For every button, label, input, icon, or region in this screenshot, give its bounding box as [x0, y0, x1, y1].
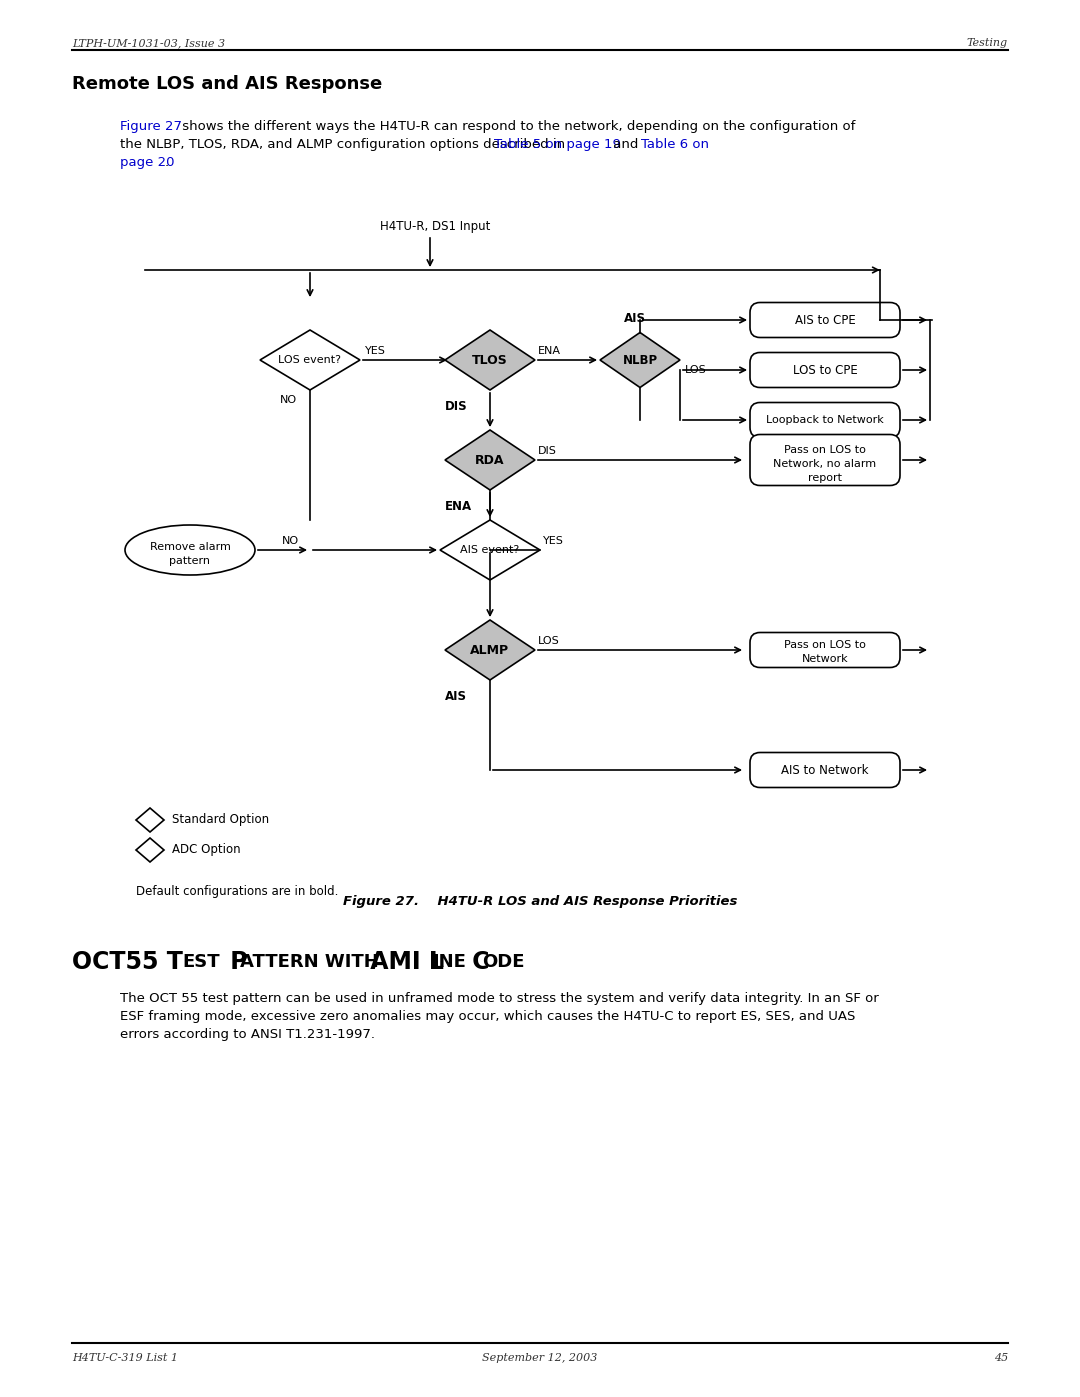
- Text: Table 5 on page 19: Table 5 on page 19: [494, 138, 621, 151]
- Text: AIS: AIS: [624, 313, 646, 326]
- Text: C: C: [464, 950, 489, 974]
- Text: Table 6 on: Table 6 on: [642, 138, 708, 151]
- Text: ADC Option: ADC Option: [172, 844, 241, 856]
- Text: OCT55 T: OCT55 T: [72, 950, 183, 974]
- Text: Remove alarm: Remove alarm: [149, 542, 230, 552]
- Text: Default configurations are in bold.: Default configurations are in bold.: [136, 886, 338, 898]
- Text: NO: NO: [280, 395, 297, 405]
- Text: NO: NO: [282, 536, 299, 546]
- Text: Pass on LOS to: Pass on LOS to: [784, 446, 866, 455]
- Polygon shape: [260, 330, 360, 390]
- Text: DIS: DIS: [445, 400, 468, 414]
- Text: the NLBP, TLOS, RDA, and ALMP configuration options described in: the NLBP, TLOS, RDA, and ALMP configurat…: [120, 138, 569, 151]
- Text: LTPH-UM-1031-03, Issue 3: LTPH-UM-1031-03, Issue 3: [72, 38, 225, 47]
- Polygon shape: [445, 330, 535, 390]
- Text: YES: YES: [365, 346, 386, 356]
- Text: ESF framing mode, excessive zero anomalies may occur, which causes the H4TU-C to: ESF framing mode, excessive zero anomali…: [120, 1010, 855, 1023]
- Text: ATTERN WITH: ATTERN WITH: [240, 953, 379, 971]
- Text: ALMP: ALMP: [471, 644, 510, 657]
- FancyBboxPatch shape: [750, 434, 900, 486]
- Text: Network, no alarm: Network, no alarm: [773, 460, 877, 469]
- Polygon shape: [136, 838, 164, 862]
- Text: H4TU-C-319 List 1: H4TU-C-319 List 1: [72, 1354, 178, 1363]
- Text: errors according to ANSI T1.231-1997.: errors according to ANSI T1.231-1997.: [120, 1028, 375, 1041]
- Text: shows the different ways the H4TU-R can respond to the network, depending on the: shows the different ways the H4TU-R can …: [178, 120, 855, 133]
- Ellipse shape: [125, 525, 255, 576]
- Text: and: and: [609, 138, 643, 151]
- Text: report: report: [808, 474, 842, 483]
- Text: AMI L: AMI L: [362, 950, 444, 974]
- Text: TLOS: TLOS: [472, 353, 508, 366]
- Text: YES: YES: [543, 536, 564, 546]
- Text: EST: EST: [183, 953, 219, 971]
- Text: H4TU-R, DS1 Input: H4TU-R, DS1 Input: [380, 219, 490, 233]
- Text: LOS event?: LOS event?: [279, 355, 341, 365]
- Text: ODE: ODE: [482, 953, 525, 971]
- Text: RDA: RDA: [475, 454, 504, 467]
- Text: ENA: ENA: [445, 500, 472, 513]
- Text: AIS event?: AIS event?: [460, 545, 519, 555]
- Text: NLBP: NLBP: [622, 353, 658, 366]
- Text: Standard Option: Standard Option: [172, 813, 269, 827]
- Polygon shape: [440, 520, 540, 580]
- Polygon shape: [445, 430, 535, 490]
- FancyBboxPatch shape: [750, 402, 900, 437]
- Text: Network: Network: [801, 654, 848, 664]
- Text: The OCT 55 test pattern can be used in unframed mode to stress the system and ve: The OCT 55 test pattern can be used in u…: [120, 992, 879, 1004]
- Text: Pass on LOS to: Pass on LOS to: [784, 640, 866, 650]
- Text: Figure 27: Figure 27: [120, 120, 183, 133]
- Text: pattern: pattern: [170, 556, 211, 566]
- Text: LOS: LOS: [538, 636, 559, 645]
- Text: Figure 27.    H4TU-R LOS and AIS Response Priorities: Figure 27. H4TU-R LOS and AIS Response P…: [342, 895, 738, 908]
- Text: AIS to CPE: AIS to CPE: [795, 313, 855, 327]
- Text: Loopback to Network: Loopback to Network: [766, 415, 883, 425]
- Text: LOS: LOS: [685, 365, 706, 374]
- Polygon shape: [600, 332, 680, 387]
- Text: DIS: DIS: [538, 446, 557, 455]
- FancyBboxPatch shape: [750, 352, 900, 387]
- Text: Remote LOS and AIS Response: Remote LOS and AIS Response: [72, 75, 382, 94]
- FancyBboxPatch shape: [750, 303, 900, 338]
- Text: INE: INE: [432, 953, 465, 971]
- Text: .: .: [165, 156, 170, 169]
- Text: AIS to Network: AIS to Network: [781, 764, 868, 777]
- Text: P: P: [222, 950, 247, 974]
- Text: LOS to CPE: LOS to CPE: [793, 363, 858, 377]
- Polygon shape: [136, 807, 164, 833]
- Text: ENA: ENA: [538, 346, 561, 356]
- FancyBboxPatch shape: [750, 753, 900, 788]
- Polygon shape: [445, 620, 535, 680]
- Text: page 20: page 20: [120, 156, 175, 169]
- Text: September 12, 2003: September 12, 2003: [483, 1354, 597, 1363]
- Text: 45: 45: [994, 1354, 1008, 1363]
- Text: Testing: Testing: [967, 38, 1008, 47]
- FancyBboxPatch shape: [750, 633, 900, 668]
- Text: AIS: AIS: [445, 690, 467, 703]
